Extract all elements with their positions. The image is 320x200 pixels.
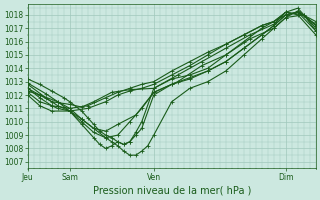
X-axis label: Pression niveau de la mer( hPa ): Pression niveau de la mer( hPa ) — [92, 186, 251, 196]
